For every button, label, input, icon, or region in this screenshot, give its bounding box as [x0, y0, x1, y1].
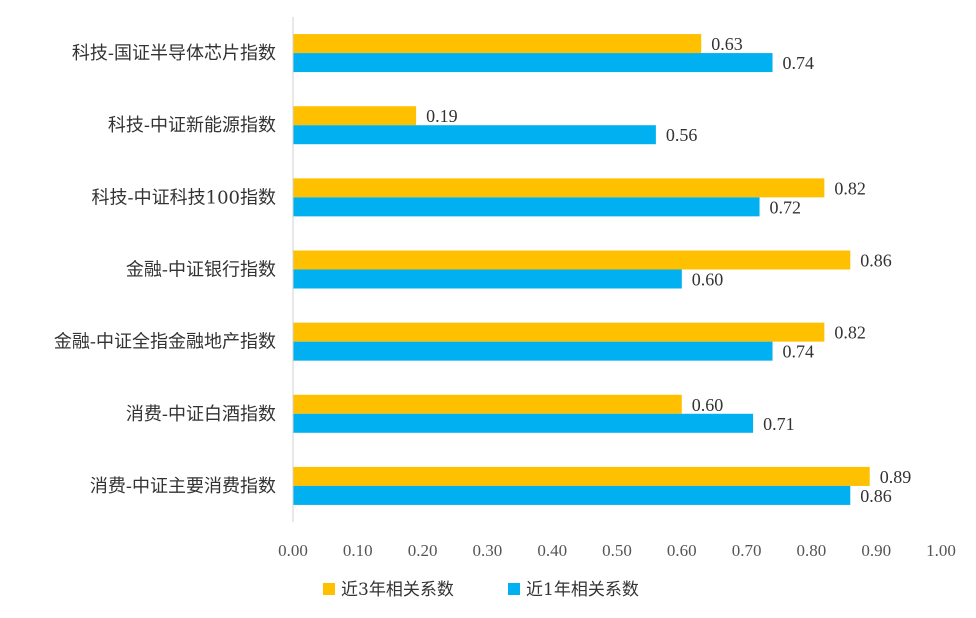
bars-group: 0.63 0.74 0.19 0.56 0.82 0.72 0.86 0.60 0.82 0.74…: [293, 34, 911, 506]
legend-swatch-series-2: [508, 583, 520, 595]
bar-series-1: [293, 322, 825, 342]
bar-series-2: [293, 53, 773, 73]
data-label-series-2: 0.74: [783, 53, 815, 73]
legend: 近3年相关系数 近1年相关系数: [323, 580, 639, 600]
data-label-series-2: 0.72: [770, 197, 802, 217]
bar-series-2: [293, 341, 773, 361]
x-tick-label: 1.00: [926, 541, 956, 560]
bar-series-1: [293, 250, 851, 270]
bar-series-2: [293, 485, 851, 505]
x-tick-labels-group: 0.00 0.10 0.20 0.30 0.40 0.50 0.60 0.70 0.80 0.90…: [278, 541, 956, 560]
legend-label-series-1: 近3年相关系数: [341, 580, 454, 600]
data-label-series-2: 0.86: [860, 486, 892, 506]
category-label: 消费-中证主要消费指数: [90, 476, 276, 497]
bar-series-1: [293, 394, 682, 414]
x-tick-label: 0.80: [797, 541, 827, 560]
data-label-series-2: 0.56: [666, 125, 698, 145]
bar-series-2: [293, 197, 760, 217]
data-label-series-1: 0.89: [880, 467, 912, 487]
bar-series-1: [293, 178, 825, 198]
data-label-series-1: 0.82: [834, 178, 866, 198]
data-label-series-1: 0.82: [834, 323, 866, 343]
data-label-series-2: 0.71: [763, 414, 795, 434]
x-tick-label: 0.30: [473, 541, 503, 560]
x-tick-label: 0.00: [278, 541, 308, 560]
category-label: 消费-中证白酒指数: [126, 404, 276, 425]
legend-label-series-2: 近1年相关系数: [526, 580, 639, 600]
x-tick-label: 0.40: [537, 541, 567, 560]
bar-series-2: [293, 269, 682, 289]
x-tick-label: 0.70: [732, 541, 762, 560]
category-label: 科技-国证半导体芯片指数: [72, 43, 276, 64]
bar-series-1: [293, 34, 702, 54]
category-label: 金融-中证银行指数: [126, 260, 276, 281]
bar-series-2: [293, 125, 656, 145]
bar-series-2: [293, 413, 754, 433]
category-label: 金融-中证全指金融地产指数: [54, 332, 276, 353]
data-label-series-1: 0.86: [860, 251, 892, 271]
legend-swatch-series-1: [323, 583, 335, 595]
bar-series-1: [293, 106, 417, 126]
data-label-series-2: 0.74: [783, 342, 815, 362]
category-label: 科技-中证新能源指数: [108, 115, 276, 136]
data-label-series-1: 0.63: [711, 34, 743, 54]
category-labels-group: 科技-国证半导体芯片指数科技-中证新能源指数科技-中证科技100指数金融-中证银…: [54, 43, 276, 497]
x-tick-label: 0.10: [343, 541, 373, 560]
data-label-series-1: 0.19: [426, 106, 458, 126]
category-label: 科技-中证科技100指数: [92, 187, 276, 208]
data-label-series-2: 0.60: [692, 270, 724, 290]
x-tick-label: 0.20: [408, 541, 438, 560]
x-tick-label: 0.50: [602, 541, 632, 560]
bar-series-1: [293, 466, 870, 486]
data-label-series-1: 0.60: [692, 395, 724, 415]
x-tick-label: 0.90: [861, 541, 891, 560]
x-tick-label: 0.60: [667, 541, 697, 560]
